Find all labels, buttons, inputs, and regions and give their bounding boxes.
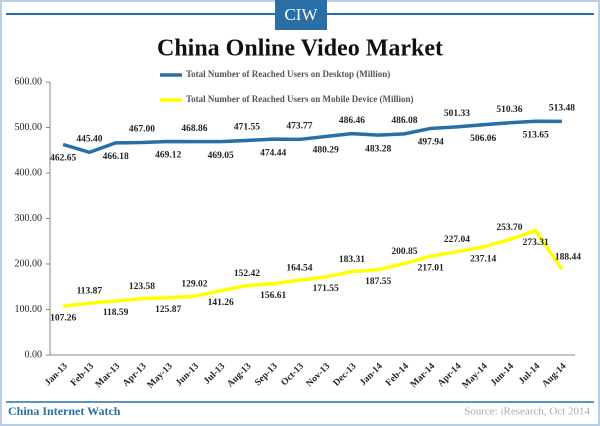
data-label: 183.31	[339, 255, 365, 265]
y-tick-label: 500.00	[15, 122, 43, 133]
data-label: 467.00	[129, 125, 155, 135]
data-label: 506.06	[470, 134, 496, 144]
x-tick-label: May-13	[146, 361, 175, 390]
data-label: 501.33	[444, 109, 470, 119]
data-label: 164.54	[286, 263, 312, 273]
data-label: 200.85	[391, 247, 417, 257]
x-tick-label: Jul-13	[202, 361, 227, 386]
data-label: 480.29	[313, 146, 339, 156]
data-label: 156.61	[260, 291, 286, 301]
data-label: 471.55	[234, 123, 260, 133]
x-tick-label: Nov-13	[305, 361, 333, 389]
data-label: 466.18	[103, 152, 129, 162]
data-label: 217.01	[418, 263, 444, 273]
data-label: 486.08	[391, 116, 417, 126]
y-tick-label: 100.00	[15, 304, 43, 315]
data-label: 152.42	[234, 269, 260, 279]
logo: CIW	[284, 5, 318, 24]
x-tick-label: Feb-13	[69, 361, 96, 388]
x-tick-label: Feb-14	[384, 361, 411, 388]
x-tick-label: Oct-13	[280, 361, 307, 388]
data-label: 445.40	[76, 135, 102, 145]
data-label: 469.12	[155, 151, 181, 161]
data-label: 237.14	[470, 254, 496, 264]
data-label: 187.55	[365, 277, 391, 287]
legend-label: Total Number of Reached Users on Mobile …	[186, 94, 413, 104]
data-label: 497.94	[418, 138, 444, 148]
x-tick-label: Dec-13	[332, 361, 359, 388]
y-tick-label: 300.00	[15, 213, 43, 224]
data-label: 486.46	[339, 116, 365, 126]
x-tick-label: Jul-14	[517, 361, 542, 386]
logo-box	[275, 0, 327, 30]
data-label: 107.26	[50, 313, 76, 323]
legend-label: Total Number of Reached Users on Desktop…	[186, 69, 390, 79]
series-line	[62, 228, 564, 308]
data-label: 462.65	[50, 154, 76, 164]
x-tick-label: Jan-13	[43, 361, 70, 388]
data-label: 474.44	[260, 148, 286, 158]
series-line	[62, 119, 562, 155]
y-tick-label: 600.00	[15, 76, 43, 87]
x-tick-label: May-14	[461, 361, 490, 390]
y-tick-label: 400.00	[15, 167, 43, 178]
x-tick-label: Apr-14	[436, 361, 464, 389]
x-tick-label: Aug-13	[226, 361, 254, 389]
data-label: 483.28	[365, 144, 391, 154]
y-tick-label: 0.00	[25, 349, 43, 360]
x-tick-label: Sep-13	[253, 361, 280, 388]
x-tick-label: Aug-14	[541, 361, 569, 389]
chart-title: China Online Video Market	[157, 36, 443, 62]
data-label: 113.87	[77, 286, 103, 296]
data-label: 125.87	[155, 305, 181, 315]
y-tick-label: 200.00	[15, 258, 43, 269]
data-label: 188.44	[555, 252, 581, 262]
data-label: 273.31	[523, 238, 549, 248]
data-label: 469.05	[208, 151, 234, 161]
x-tick-label: Mar-13	[94, 361, 123, 390]
x-tick-label: Jun-14	[489, 361, 516, 388]
data-label: 513.48	[549, 104, 575, 114]
data-label: 129.02	[181, 279, 207, 289]
data-label: 171.55	[313, 284, 339, 294]
x-tick-label: Jan-14	[358, 361, 385, 388]
data-label: 141.26	[208, 298, 234, 308]
data-label: 513.65	[523, 130, 549, 140]
data-label: 118.59	[103, 308, 129, 318]
x-tick-label: Mar-14	[409, 361, 438, 390]
data-label: 253.70	[496, 223, 522, 233]
x-tick-label: Jun-13	[174, 361, 201, 388]
data-label: 227.04	[444, 235, 470, 245]
footer-brand: China Internet Watch	[8, 404, 121, 418]
data-label: 468.86	[181, 124, 207, 134]
data-label: 510.36	[496, 105, 522, 115]
source: Source: iResearch, Oct 2014	[464, 406, 590, 418]
data-label: 473.77	[286, 122, 312, 132]
data-label: 123.58	[129, 282, 155, 292]
x-tick-label: Apr-13	[121, 361, 149, 389]
